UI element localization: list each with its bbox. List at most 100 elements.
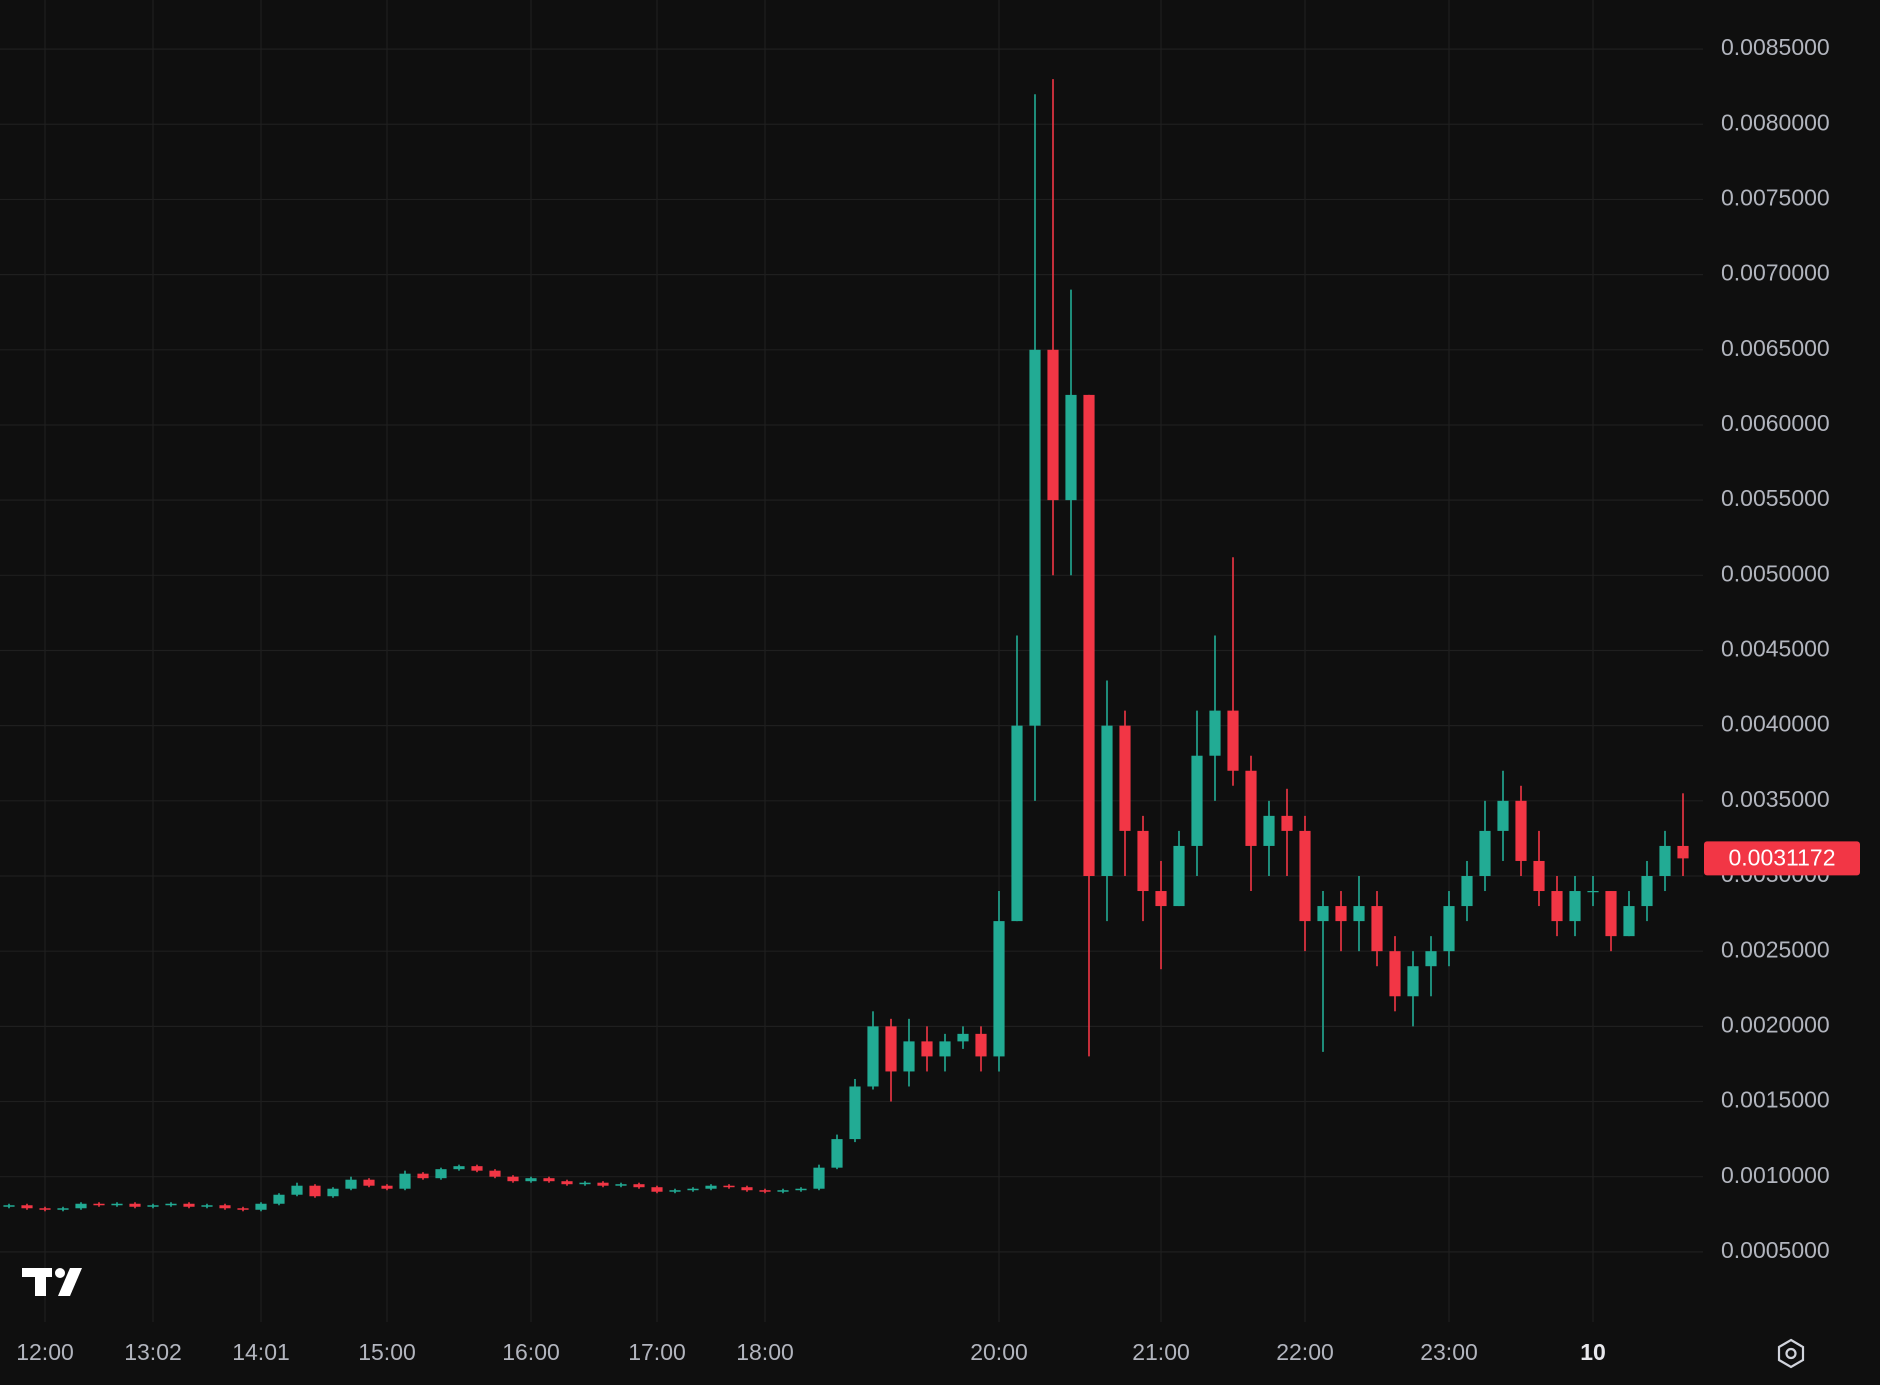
candle-body — [1209, 710, 1221, 756]
y-tick-label: 0.0015000 — [1721, 1087, 1830, 1113]
candle-body — [1515, 800, 1527, 861]
candle-body — [1173, 845, 1185, 907]
x-tick-label: 16:00 — [502, 1339, 560, 1365]
x-tick-label: 18:00 — [736, 1339, 794, 1365]
candle-body — [363, 1179, 375, 1186]
x-tick-label: 15:00 — [358, 1339, 416, 1365]
candle-body — [1497, 800, 1509, 831]
candle-body — [237, 1208, 249, 1210]
candle-body — [111, 1203, 123, 1206]
y-tick-label: 0.0040000 — [1721, 711, 1830, 737]
settings-icon — [1785, 1347, 1797, 1360]
candle-body — [831, 1139, 843, 1168]
candle-body — [417, 1173, 429, 1179]
grid — [0, 0, 1703, 1322]
candles — [3, 79, 1689, 1212]
candle-body — [687, 1188, 699, 1191]
candle-body — [471, 1166, 483, 1171]
candle-body — [633, 1184, 645, 1188]
candle-body — [453, 1166, 465, 1170]
candle-body — [1137, 830, 1149, 892]
candle-body — [723, 1185, 735, 1188]
candle-body — [1425, 951, 1437, 967]
candle-body — [1299, 830, 1311, 922]
axis-labels: 0.0005000 0.0010000 0.0015000 0.0020000 0.00… — [16, 34, 1860, 1365]
x-tick-label: 23:00 — [1420, 1339, 1478, 1365]
candle-body — [669, 1190, 681, 1192]
candle-body — [1353, 906, 1365, 922]
candle-body — [1245, 770, 1257, 846]
last-price-tag — [1704, 841, 1860, 876]
candle-body — [1407, 966, 1419, 997]
candle-body — [921, 1041, 933, 1057]
candle-body — [705, 1185, 717, 1189]
x-tick-label: 22:00 — [1276, 1339, 1334, 1365]
candle-body — [1119, 725, 1131, 831]
y-tick-label: 0.0005000 — [1721, 1237, 1830, 1263]
candle-body — [1659, 845, 1671, 876]
candle-body — [1191, 755, 1203, 846]
candle-body — [1479, 830, 1491, 876]
candle-body — [993, 921, 1005, 1057]
candle-body — [1371, 906, 1383, 952]
candle-body — [1605, 891, 1617, 937]
candle-body — [1281, 815, 1293, 831]
candle-body — [795, 1188, 807, 1191]
candle-body — [1461, 876, 1473, 907]
candle-body — [489, 1170, 501, 1177]
candle-body — [1065, 394, 1077, 501]
candle-body — [93, 1203, 105, 1206]
x-tick-label: 14:01 — [232, 1339, 290, 1365]
candle-body — [1047, 349, 1059, 501]
candle-body — [1623, 906, 1635, 937]
candle-body — [579, 1182, 591, 1185]
settings-button[interactable] — [1777, 1338, 1805, 1369]
candle-body — [183, 1203, 195, 1207]
candle-body — [1569, 891, 1581, 922]
candle-body — [381, 1185, 393, 1189]
x-tick-label: 12:00 — [16, 1339, 74, 1365]
candle-body — [1587, 891, 1599, 893]
logo[interactable] — [22, 1268, 82, 1296]
x-tick-label: 10 — [1580, 1339, 1606, 1365]
candle-body — [1029, 349, 1041, 726]
last-price-label: 0.0031172 — [1728, 844, 1835, 870]
candle-body — [939, 1041, 951, 1057]
candle-body — [1101, 725, 1113, 876]
candle-body — [273, 1194, 285, 1204]
candle-body — [327, 1188, 339, 1197]
y-tick-label: 0.0050000 — [1721, 560, 1830, 586]
logo-part — [58, 1268, 82, 1296]
candle-body — [1227, 710, 1239, 771]
candle-body — [75, 1203, 87, 1209]
y-tick-label: 0.0045000 — [1721, 636, 1830, 662]
logo-part — [55, 1268, 65, 1278]
candle-body — [543, 1178, 555, 1182]
candle-body — [219, 1205, 231, 1209]
candle-body — [291, 1185, 303, 1195]
y-tick-label: 0.0070000 — [1721, 260, 1830, 286]
candle-body — [813, 1167, 825, 1189]
candle-body — [1317, 906, 1329, 922]
candle-body — [525, 1178, 537, 1182]
candle-body — [759, 1190, 771, 1192]
candle-body — [507, 1176, 519, 1182]
candle-body — [3, 1205, 15, 1207]
candle-body — [39, 1208, 51, 1210]
x-tick-label: 13:02 — [124, 1339, 182, 1365]
candle-body — [1083, 394, 1095, 876]
candle-body — [255, 1203, 267, 1210]
candle-body — [1263, 815, 1275, 846]
candle-body — [1389, 951, 1401, 997]
candle-body — [957, 1033, 969, 1042]
candle-body — [1335, 906, 1347, 922]
candle-body — [597, 1182, 609, 1186]
candle-body — [147, 1205, 159, 1207]
candle-body — [165, 1203, 177, 1206]
candle-body — [885, 1026, 897, 1072]
y-tick-label: 0.0080000 — [1721, 109, 1830, 135]
settings-icon — [1777, 1338, 1805, 1369]
